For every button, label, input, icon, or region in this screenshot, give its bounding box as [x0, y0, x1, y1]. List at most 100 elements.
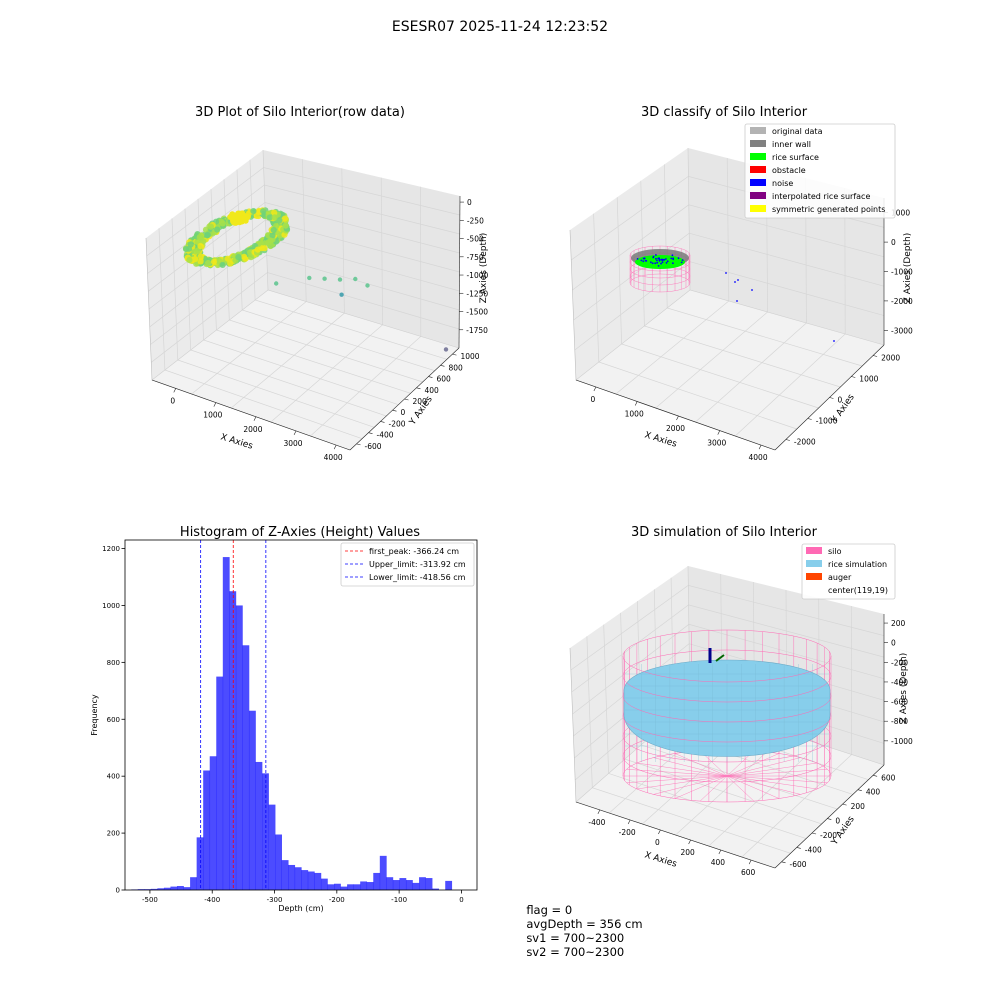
y-tick-mark: [428, 376, 433, 378]
raw-outlier-point: [443, 347, 449, 352]
histogram-title: Histogram of Z-Axies (Height) Values: [180, 525, 420, 540]
y-tick-mark: [785, 439, 790, 441]
raw-data-point: [260, 208, 267, 215]
x-tick-label: 2000: [666, 424, 685, 433]
x-tick-mark: [293, 430, 297, 436]
histogram-bar: [242, 645, 250, 890]
y-tick-label: 400: [866, 788, 881, 797]
noise-point: [680, 261, 683, 264]
y-tick-mark: [796, 847, 801, 849]
histogram-bar: [288, 864, 296, 890]
legend-swatch: [750, 140, 766, 147]
status-sv2: sv2 = 700~2300: [526, 945, 625, 959]
raw-data-point: [197, 242, 204, 250]
raw-data-point: [250, 208, 257, 215]
raw-data-point: [219, 261, 226, 268]
z-tick-label: -400: [891, 678, 908, 687]
y-tick-mark: [356, 443, 361, 446]
figure-suptitle: ESESR07 2025-11-24 12:23:52: [392, 19, 608, 35]
x-tick-label: 0: [591, 395, 596, 404]
x-tick-mark: [253, 416, 257, 421]
legend-label: rice surface: [772, 153, 819, 162]
silo-floor-spoke: [636, 762, 728, 777]
noise-point: [640, 259, 643, 262]
histogram-bar: [190, 877, 197, 890]
z-tick-label: -600: [891, 698, 908, 707]
z-tick-label: -1750: [466, 326, 488, 335]
x-tick-mark: [213, 402, 217, 407]
silo-wire-ring: [622, 715, 832, 743]
classify-points: [629, 245, 835, 342]
status-line: flag = 0 avgDepth = 356 cm sv1 = 700~230…: [519, 889, 657, 959]
x-tick-label: 0: [655, 838, 660, 847]
x-tick-mark: [597, 809, 601, 815]
noise-point: [658, 259, 661, 262]
histogram-bar: [412, 882, 420, 890]
noise-point: [663, 258, 666, 261]
status-sv1: sv1 = 700~2300: [526, 931, 625, 945]
raw-scatter-3d: 3D Plot of Silo Interior(row data) 0 1000…: [145, 105, 489, 462]
raw-data-point: [265, 239, 272, 246]
x-axis-line: [575, 801, 776, 869]
raw-outlier-point: [322, 276, 327, 281]
raw-data-point: [210, 258, 218, 265]
x-tick-label: 2000: [243, 425, 262, 434]
raw-data-point: [204, 231, 211, 238]
z-tick-label: -1000: [891, 737, 913, 746]
z-tick-label: -1500: [466, 308, 488, 317]
x-tick-label: 3000: [707, 439, 726, 448]
status-flag: flag = 0: [526, 903, 573, 917]
y-tick-label: 600: [881, 773, 896, 782]
y-tick-mark: [404, 398, 409, 401]
status-avg-depth: avgDepth = 356 cm: [526, 917, 643, 931]
legend-label: original data: [772, 127, 823, 136]
y-tick-mark: [857, 789, 862, 792]
raw-data-point: [247, 254, 255, 261]
y-tick-mark: [873, 355, 878, 357]
y-tick-label: 200: [107, 830, 120, 838]
x-tick-label: 200: [680, 848, 695, 857]
simulation-zlabel: Z Axies (Depth): [899, 653, 909, 724]
z-tick-label: -250: [467, 216, 484, 225]
histogram-bar: [353, 884, 361, 890]
x-tick-label: 4000: [324, 453, 343, 462]
noise-point: [672, 262, 674, 265]
raw-data-point: [261, 245, 268, 252]
histogram-bar: [170, 886, 178, 890]
raw-data-point: [276, 217, 283, 224]
noise-point: [751, 289, 753, 291]
raw-data-point: [255, 208, 262, 215]
silo-floor-spoke: [726, 775, 801, 795]
legend-label: noise: [772, 179, 793, 188]
histogram-bar: [347, 884, 354, 890]
classify-title: 3D classify of Silo Interior: [641, 105, 808, 120]
z-axis-line: [458, 195, 461, 349]
x-tick-mark: [333, 444, 337, 450]
z-tick-label: 1000: [891, 209, 910, 218]
noise-point: [644, 259, 647, 262]
y-tick-label: 0: [838, 396, 843, 405]
histogram-bar: [294, 867, 302, 890]
simulation-xlabel: X Axies: [643, 850, 678, 869]
histogram-bar: [392, 880, 400, 890]
legend-swatch: [750, 192, 766, 199]
histogram-bar: [183, 887, 191, 890]
noise-point: [636, 258, 639, 260]
z-tick-label: -750: [467, 253, 484, 262]
histogram-bar: [203, 770, 211, 890]
y-tick-mark: [873, 775, 878, 777]
silo-floor-spoke: [674, 775, 728, 799]
raw-data-point: [219, 220, 226, 227]
histogram-bar: [327, 884, 335, 890]
silo-floor-spoke: [653, 775, 728, 795]
legend-label: center(119,19): [828, 586, 888, 595]
histogram-bar: [399, 878, 407, 890]
legend-label: rice simulation: [828, 560, 887, 569]
depth-histogram: Histogram of Z-Axies (Height) Values -50…: [90, 525, 478, 913]
x-tick-mark: [634, 401, 638, 406]
noise-point: [656, 261, 659, 264]
legend-swatch: [750, 127, 766, 134]
x-axis-line: [151, 379, 351, 451]
raw-data-point: [282, 222, 289, 229]
x-tick-mark: [748, 859, 752, 865]
